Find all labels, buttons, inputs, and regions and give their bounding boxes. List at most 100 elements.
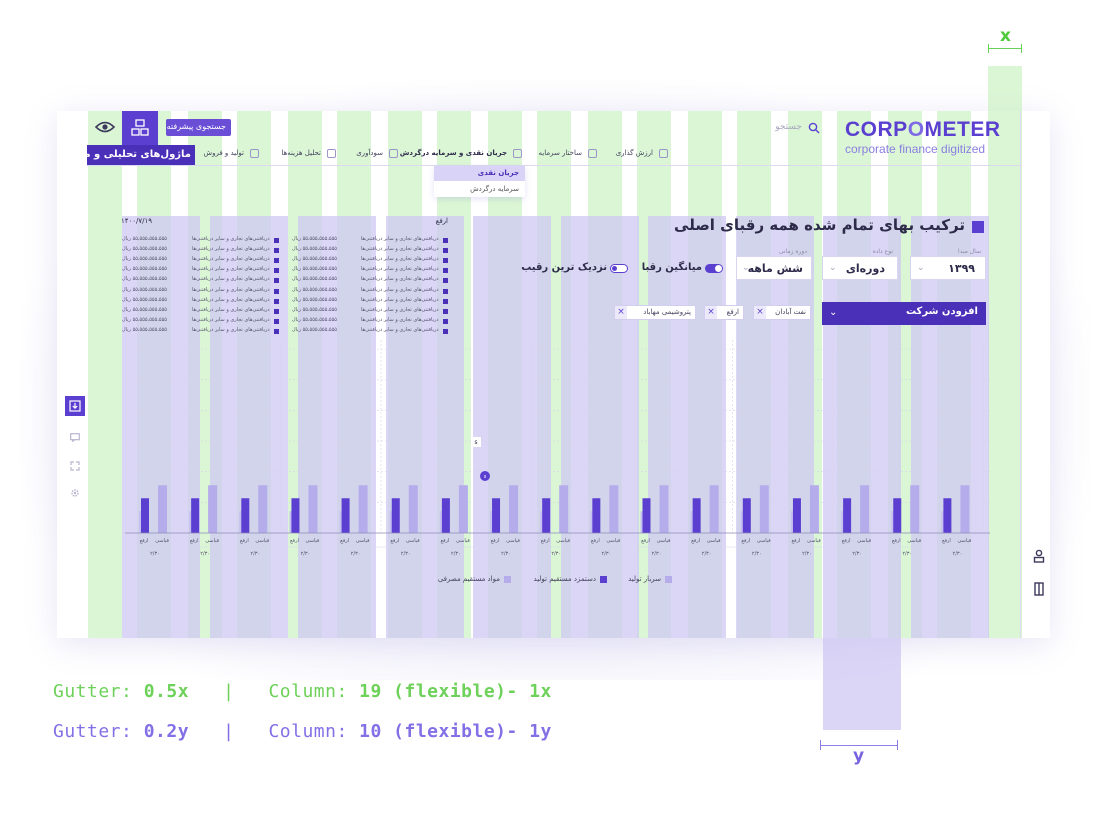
toggle-switch-off[interactable]	[610, 264, 628, 273]
bar-direct-labor	[792, 498, 801, 533]
x-tick-label: قیاسی	[857, 538, 871, 544]
x-period-label: ۲/۳۰	[601, 551, 611, 557]
production-icon	[250, 149, 259, 158]
x-tick-label: قیاسی	[757, 538, 771, 544]
legend-label: سربار تولید	[628, 575, 661, 583]
row-value: ۵۵،۵۵۵،۵۵۵،۵۵۵ ریال	[122, 316, 167, 323]
grid-column-x	[88, 111, 122, 638]
period-type-select[interactable]: نوع داده دوره‌ای ⌄	[822, 248, 898, 280]
toggle-rivals-average[interactable]: میانگین رقبا	[642, 262, 725, 276]
legend-swatch	[504, 576, 511, 583]
bar-direct-labor	[542, 498, 551, 533]
row-value: ۵۵،۵۵۵،۵۵۵،۵۵۵ ریال	[292, 256, 337, 263]
search-input[interactable]: جستجو	[775, 122, 802, 132]
logo-o: O	[907, 118, 925, 141]
bar-direct-labor	[492, 498, 501, 533]
bar-chart: ارفع قیاسی ۲/۳۰ ارفع قیاسی ۲/۳۰ ارفع قیاسی ۲/۳۰ ا…	[125, 340, 990, 557]
legend-item: دستمزد مستقیم تولید	[534, 575, 608, 584]
bar-materials	[960, 485, 970, 533]
x-tick-label: ارفع	[390, 538, 399, 544]
logo-word-right: METER	[924, 118, 1001, 141]
row-label: دریافتنی‌های تجاری و سایر دریافتنی‌ها	[192, 266, 270, 273]
x-tick-label: قیاسی	[255, 538, 269, 544]
row-value: ۵۵،۵۵۵،۵۵۵،۵۵۵ ریال	[122, 276, 167, 283]
row-label: دریافتنی‌های تجاری و سایر دریافتنی‌ها	[192, 246, 270, 253]
chevron-down-icon: ⌄	[917, 263, 925, 273]
remove-chip-icon[interactable]: ×	[615, 306, 627, 319]
bar-materials	[158, 485, 167, 533]
row-value: ۵۵،۵۵۵،۵۵۵،۵۵۵ ریال	[122, 296, 167, 303]
expand-icon[interactable]	[70, 461, 80, 471]
eye-icon[interactable]	[95, 120, 115, 134]
company-chip[interactable]: پتروشیمی مهاباد ×	[614, 305, 696, 320]
toggle-switch-on[interactable]	[705, 264, 723, 273]
company-chip[interactable]: ارفع ×	[704, 305, 744, 320]
nav-item[interactable]: جریان نقدی و سرمایه درگردش	[382, 148, 522, 162]
data-marker	[480, 471, 490, 481]
bar-direct-labor	[391, 498, 400, 533]
submenu-item-working-capital[interactable]: سرمایه درگردش	[470, 185, 519, 193]
x-tick-label: قیاسی	[456, 538, 470, 544]
bar-direct-labor	[843, 498, 852, 533]
row-label: دریافتنی‌های تجاری و سایر دریافتنی‌ها	[361, 286, 439, 293]
x-tick-label: ارفع	[591, 538, 600, 544]
x-tick-label: ارفع	[641, 538, 650, 544]
x-period-label: ۲/۳۰	[953, 551, 963, 557]
remove-chip-icon[interactable]: ×	[705, 306, 717, 319]
x-tick-label: ارفع	[290, 538, 299, 544]
grid-column-y	[911, 216, 989, 638]
card-right-border	[1020, 111, 1021, 638]
user-icon[interactable]	[1033, 549, 1045, 563]
comment-icon[interactable]	[70, 433, 80, 442]
row-label: دریافتنی‌های تجاری و سایر دریافتنی‌ها	[192, 296, 270, 303]
row-value: ۵۵،۵۵۵،۵۵۵،۵۵۵ ریال	[292, 246, 337, 253]
grid-column-y	[648, 216, 726, 638]
nav-item[interactable]: تولید و فروش	[119, 148, 259, 162]
row-marker	[443, 238, 448, 243]
row-value: ۵۵،۵۵۵،۵۵۵،۵۵۵ ریال	[122, 246, 167, 253]
apps-button[interactable]	[122, 111, 158, 145]
nav-item[interactable]: ساختار سرمایه	[457, 148, 597, 162]
submenu: جریان نقدی سرمایه درگردش	[434, 166, 525, 197]
submenu-item-cashflow[interactable]: جریان نقدی	[434, 166, 525, 181]
bar-materials	[759, 485, 769, 533]
search-icon[interactable]	[808, 122, 820, 134]
advanced-search-label: جستجوی پیشرفته	[166, 122, 226, 131]
apps-icon	[131, 119, 149, 136]
row-label: دریافتنی‌های تجاری و سایر دریافتنی‌ها	[192, 316, 270, 323]
detail-row: دریافتنی‌های تجاری و سایر دریافتنی‌ها ۵۵،…	[0, 236, 448, 243]
nav-item-label: جریان نقدی و سرمایه درگردش	[399, 149, 507, 157]
x-period-label: ۲/۳۰	[200, 551, 210, 557]
search-box[interactable]: جستجو	[760, 120, 828, 136]
row-value: ۵۵،۵۵۵،۵۵۵،۵۵۵ ریال	[292, 286, 337, 293]
nav-item[interactable]: ارزش گذاری	[528, 148, 668, 162]
x-tick-label: ارفع	[892, 538, 901, 544]
nav-item[interactable]: سودآوری	[258, 148, 398, 162]
detail-row: دریافتنی‌های تجاری و سایر دریافتنی‌ها ۵۵،…	[0, 297, 279, 304]
x-tick-label: قیاسی	[306, 538, 320, 544]
start-year-select[interactable]: سال مبدا ۱۳۹۹ ⌄	[910, 248, 986, 280]
row-label: دریافتنی‌های تجاری و سایر دریافتنی‌ها	[361, 276, 439, 283]
row-value: ۵۵،۵۵۵،۵۵۵،۵۵۵ ریال	[292, 306, 337, 313]
advanced-search-button[interactable]: جستجوی پیشرفته	[166, 119, 231, 136]
grid-column-y	[386, 216, 464, 638]
bar-materials	[509, 485, 519, 533]
download-button[interactable]	[65, 396, 85, 416]
row-label: دریافتنی‌های تجاری و سایر دریافتنی‌ها	[361, 306, 439, 313]
bar-direct-labor	[943, 498, 952, 533]
nav-item[interactable]: تحلیل هزینه‌ها	[196, 148, 336, 162]
remove-chip-icon[interactable]: ×	[754, 306, 766, 319]
time-period-select[interactable]: دوره زمانی شش ماهه ⌄	[736, 248, 812, 280]
row-value: ۵۵،۵۵۵،۵۵۵،۵۵۵ ریال	[292, 236, 337, 242]
add-company-select[interactable]: افزودن شرکت ⌄	[822, 302, 986, 325]
settings-icon[interactable]	[70, 488, 80, 498]
bar-materials	[609, 485, 619, 533]
toggle-nearest-rival[interactable]: نزدیک ترین رقیب	[521, 262, 630, 276]
row-value: ۵۵،۵۵۵،۵۵۵،۵۵۵ ریال	[292, 316, 337, 323]
x-period-label: ۲/۳۰	[250, 551, 260, 557]
logo[interactable]: CORPOMETER corporate finance digitized	[845, 118, 1010, 158]
data-marker-label: s	[484, 474, 487, 480]
company-chip[interactable]: نفت آبادان ×	[753, 305, 811, 320]
panel-title-bullet	[972, 221, 984, 233]
logout-icon[interactable]	[1033, 582, 1045, 596]
